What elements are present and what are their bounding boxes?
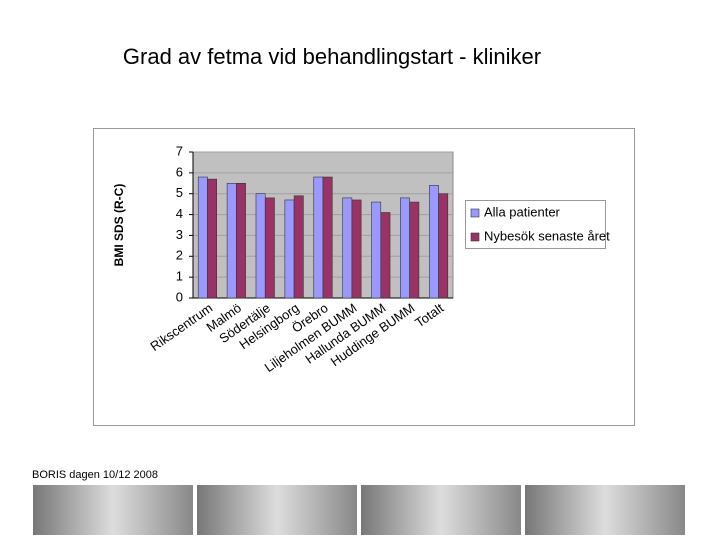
photo <box>197 485 357 535</box>
bar <box>438 193 449 299</box>
slide-title: Grad av fetma vid behandlingstart - klin… <box>123 44 541 69</box>
bar <box>322 176 333 299</box>
legend <box>465 200 606 249</box>
footer: BORIS dagen 10/12 2008 <box>32 469 158 481</box>
y-tick-label: 0 <box>176 289 183 304</box>
bar <box>255 193 266 299</box>
bar <box>380 212 391 299</box>
y-tick-label: 6 <box>176 164 183 179</box>
bar <box>429 185 439 299</box>
bar <box>226 182 237 299</box>
y-tick-label: 4 <box>176 206 183 221</box>
bar <box>284 199 295 299</box>
y-tick-label: 1 <box>176 269 183 284</box>
photo <box>525 485 685 535</box>
bar <box>371 201 382 299</box>
bar <box>236 182 246 299</box>
photo <box>33 485 193 535</box>
bar <box>264 197 275 299</box>
y-tick-label: 5 <box>176 185 183 200</box>
legend-swatch <box>470 208 480 218</box>
photo-strip <box>33 485 685 535</box>
bar <box>342 197 353 299</box>
legend-label: Alla patienter <box>484 204 561 219</box>
bar <box>197 176 208 299</box>
y-tick-label: 7 <box>176 143 183 158</box>
photo <box>361 485 521 535</box>
y-tick-label: 3 <box>176 227 183 242</box>
bar <box>400 197 410 299</box>
legend-swatch <box>470 232 480 242</box>
y-axis-label: BMI SDS (R-C) <box>112 184 126 267</box>
bar <box>293 195 304 299</box>
bar <box>409 201 420 299</box>
bar <box>351 199 362 299</box>
legend-label: Nybesök senaste året <box>484 228 610 243</box>
bar <box>313 176 324 299</box>
y-tick-label: 2 <box>176 248 183 263</box>
bar <box>207 178 217 299</box>
